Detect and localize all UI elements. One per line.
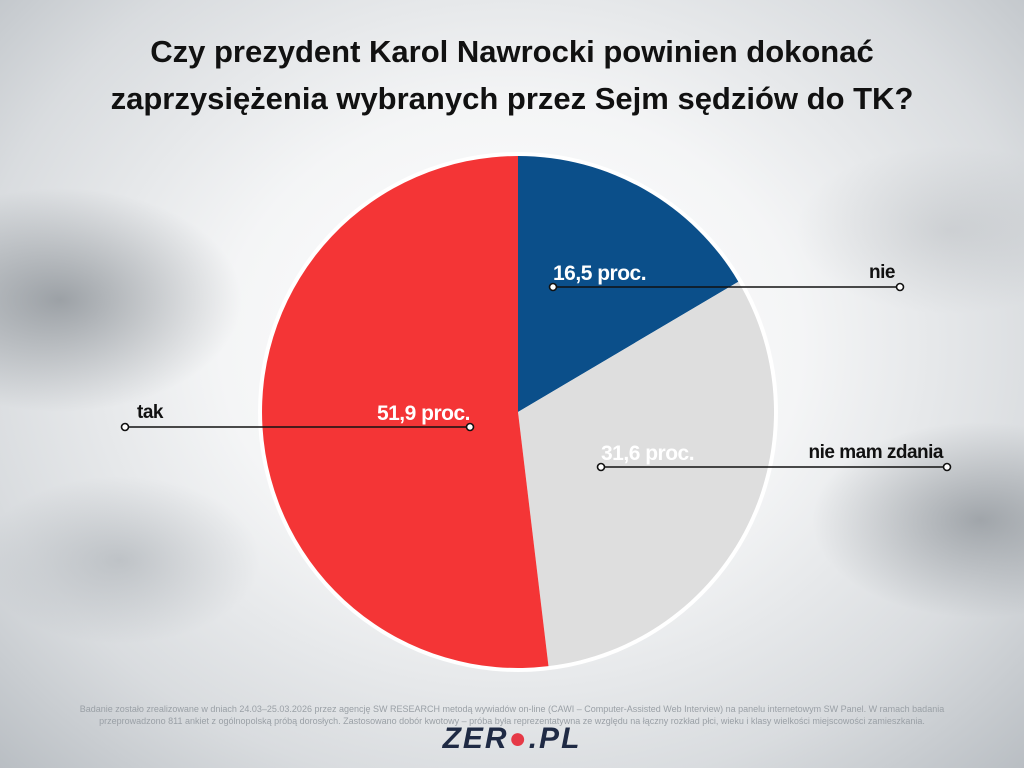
callout-dot-nie-mam-zdania-1 [596, 462, 606, 472]
value-label-nie: 16,5 proc. [553, 262, 646, 285]
value-label-nie-mam-zdania: 31,6 proc. [601, 442, 694, 465]
value-label-tak: 51,9 proc. [377, 402, 470, 425]
callout-dot-nie-mam-zdania-2 [942, 462, 952, 472]
pie-slices [258, 152, 778, 672]
footnote-line-2: przeprowadzono 811 ankiet z ogólnopolską… [99, 716, 925, 726]
logo-text-end: .PL [528, 722, 582, 755]
category-label-tak: tak [137, 402, 164, 423]
category-label-nie-mam-zdania: nie mam zdania [809, 442, 944, 463]
callout-dot-nie-1 [548, 282, 558, 292]
pie-slice-nie [518, 156, 739, 412]
title-line-1: Czy prezydent Karol Nawrocki powinien do… [150, 34, 874, 69]
pie-slice-nie-mam-zdania [518, 281, 774, 667]
pie-callouts: 16,5 proc. nie 31,6 proc. nie mam zdania 51,… [120, 262, 952, 472]
callout-dot-nie-2 [895, 282, 905, 292]
category-label-nie: nie [869, 262, 895, 283]
footnote-line-1: Badanie zostało zrealizowane w dniach 24… [79, 704, 945, 714]
logo-text-start: ZER [442, 722, 509, 755]
zero-pl-logo: ZER●.PL [0, 722, 1024, 756]
callout-dot-tak-2 [465, 422, 475, 432]
methodology-footnote: Badanie zostało zrealizowane w dniach 24… [30, 703, 994, 727]
chart-title: Czy prezydent Karol Nawrocki powinien do… [40, 28, 984, 122]
logo-dot-icon: ● [508, 722, 529, 755]
title-line-2: zaprzysiężenia wybranych przez Sejm sędz… [110, 81, 914, 116]
pie-slice-tak [262, 156, 549, 669]
callout-dot-tak-1 [120, 422, 130, 432]
